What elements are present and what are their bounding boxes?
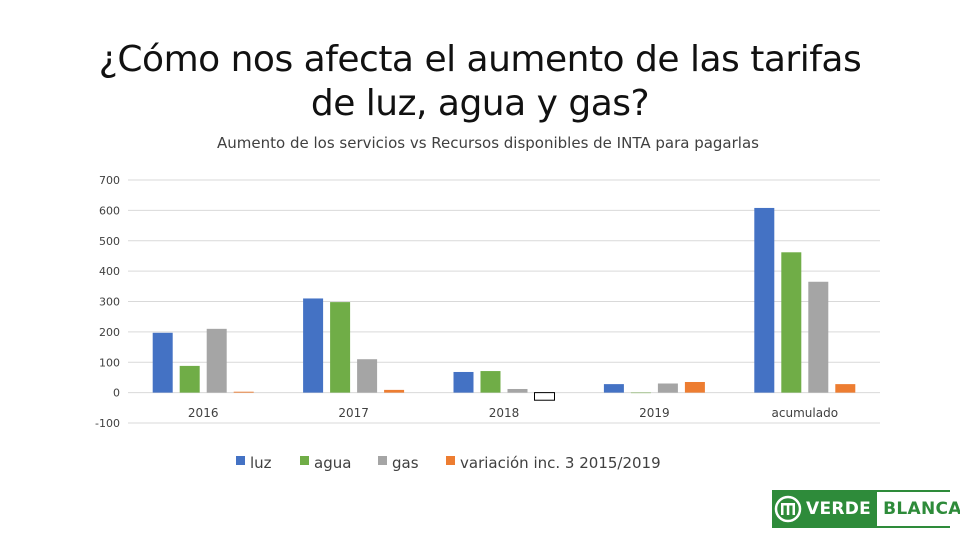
bar-gas-acumulado bbox=[808, 281, 829, 393]
y-tick-label: -100 bbox=[95, 417, 120, 430]
x-tick-label: 2019 bbox=[639, 406, 670, 420]
verde-blanca-logo: VERDE BLANCA bbox=[772, 490, 960, 528]
legend-swatch-agua bbox=[300, 456, 309, 465]
bar-variación-2017 bbox=[384, 389, 405, 393]
bar-agua-2019 bbox=[630, 392, 651, 394]
y-tick-label: 200 bbox=[99, 326, 120, 339]
y-tick-label: 600 bbox=[99, 204, 120, 217]
bar-agua-acumulado bbox=[781, 252, 802, 393]
legend-swatch-gas bbox=[378, 456, 387, 465]
bar-luz-2018 bbox=[453, 371, 474, 393]
bar-luz-acumulado bbox=[754, 207, 775, 393]
bar-luz-2019 bbox=[603, 384, 624, 393]
y-tick-label: 0 bbox=[113, 387, 120, 400]
bar-gas-2018 bbox=[507, 388, 528, 393]
y-tick-label: 400 bbox=[99, 265, 120, 278]
y-tick-label: 100 bbox=[99, 356, 120, 369]
x-tick-label: acumulado bbox=[772, 406, 839, 420]
chart-title: Aumento de los servicios vs Recursos dis… bbox=[217, 134, 759, 152]
bar-variación-2016 bbox=[233, 391, 254, 393]
y-tick-label: 300 bbox=[99, 296, 120, 309]
bar-variación-2018 bbox=[534, 392, 555, 401]
y-tick-label: 500 bbox=[99, 235, 120, 248]
logo-text-verde: VERDE bbox=[802, 492, 878, 526]
inta-emblem-icon bbox=[774, 492, 802, 526]
x-tick-label: 2018 bbox=[489, 406, 520, 420]
legend-label-agua: agua bbox=[314, 454, 351, 472]
bar-gas-2016 bbox=[206, 328, 227, 393]
legend-label-gas: gas bbox=[392, 454, 419, 472]
bar-gas-2017 bbox=[357, 359, 378, 393]
y-tick-label: 700 bbox=[99, 174, 120, 187]
bar-variación-acumulado bbox=[835, 384, 856, 393]
slide-title: ¿Cómo nos afecta el aumento de las tarif… bbox=[40, 38, 920, 126]
bar-agua-2016 bbox=[179, 365, 200, 393]
logo-text-blanca: BLANCA bbox=[877, 492, 960, 526]
legend-swatch-variación bbox=[446, 456, 455, 465]
bar-luz-2016 bbox=[152, 332, 173, 393]
slide-title-line-1: ¿Cómo nos afecta el aumento de las tarif… bbox=[98, 39, 862, 80]
bar-agua-2017 bbox=[330, 302, 351, 393]
slide-title-line-2: de luz, agua y gas? bbox=[310, 83, 650, 124]
x-tick-label: 2017 bbox=[338, 406, 369, 420]
legend-label-variación: variación inc. 3 2015/2019 bbox=[460, 454, 661, 472]
bar-gas-2019 bbox=[657, 383, 678, 393]
legend-label-luz: luz bbox=[250, 454, 272, 472]
x-tick-label: 2016 bbox=[188, 406, 219, 420]
legend-swatch-luz bbox=[236, 456, 245, 465]
bar-agua-2018 bbox=[480, 371, 501, 393]
bar-luz-2017 bbox=[303, 298, 324, 393]
bar-variación-2019 bbox=[684, 381, 705, 393]
